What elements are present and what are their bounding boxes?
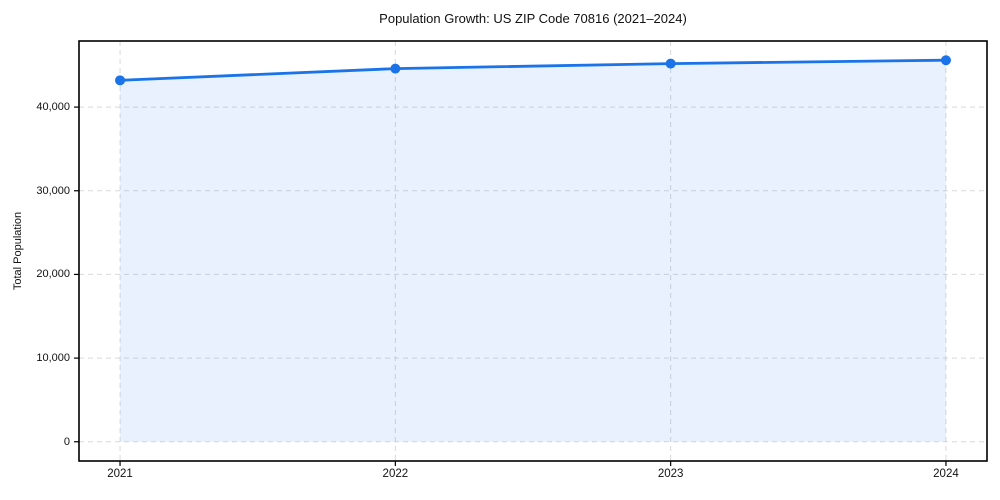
x-tick-label: 2021 xyxy=(107,468,133,480)
plot-area xyxy=(74,40,988,466)
data-point-2023 xyxy=(665,58,676,69)
y-tick-label: 40,000 xyxy=(36,101,70,114)
x-tick-label: 2022 xyxy=(382,468,409,480)
series-line xyxy=(118,58,948,82)
x-tick-label: 2024 xyxy=(933,468,959,480)
data-point-2022 xyxy=(390,63,401,74)
x-tick-label: 2023 xyxy=(657,468,684,480)
plot-border xyxy=(78,40,988,462)
y-tick-label: 0 xyxy=(63,435,70,448)
data-point-2021 xyxy=(115,75,126,86)
data-point-2024 xyxy=(940,55,951,66)
y-tick-label: 30,000 xyxy=(36,184,70,197)
y-tick-label: 10,000 xyxy=(36,352,70,365)
y-tick-label: 20,000 xyxy=(36,268,70,281)
series-area-fill xyxy=(120,60,946,442)
chart-title: Population Growth: US ZIP Code 70816 (20… xyxy=(379,11,687,26)
